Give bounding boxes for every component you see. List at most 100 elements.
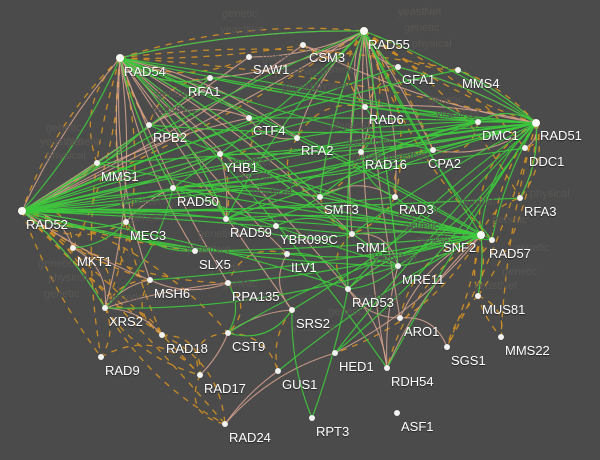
graph-node-aro1[interactable] — [397, 315, 403, 321]
graph-node-rad57[interactable] — [489, 237, 495, 243]
graph-node-rad59[interactable] — [223, 216, 229, 222]
edge-green — [119, 57, 434, 151]
graph-node-rpt3[interactable] — [309, 415, 315, 421]
graph-node-cst9[interactable] — [225, 330, 231, 336]
graph-node-cpa2[interactable] — [430, 147, 436, 153]
graph-node-rfa1[interactable] — [207, 75, 213, 81]
graph-node-snf2[interactable] — [477, 231, 485, 239]
edge-orange-dashed — [363, 30, 537, 124]
edge-orange-dashed — [477, 234, 485, 297]
graph-node-msh6[interactable] — [147, 277, 153, 283]
edge-salmon — [319, 185, 396, 198]
edge-orange-dashed — [519, 122, 540, 199]
graph-node-rad55[interactable] — [360, 27, 368, 35]
edge-green — [96, 162, 482, 236]
edge-orange-dashed — [363, 30, 493, 241]
edge-salmon — [148, 108, 250, 126]
graph-node-dmc1[interactable] — [475, 119, 481, 125]
edge-green — [319, 121, 479, 198]
edge-salmon — [334, 234, 482, 354]
graph-node-slx5[interactable] — [192, 248, 198, 254]
graph-node-mus81[interactable] — [475, 293, 481, 299]
edge-salmon — [104, 282, 229, 309]
graph-node-mre11[interactable] — [395, 263, 401, 269]
graph-node-ddc1[interactable] — [522, 145, 528, 151]
graph-node-saw1[interactable] — [246, 54, 252, 60]
edge-green — [334, 122, 537, 354]
edge-orange-dashed — [477, 234, 493, 255]
edge-orange-dashed — [21, 57, 121, 212]
graph-node-csm3[interactable] — [300, 42, 306, 48]
graph-node-rfa2[interactable] — [294, 135, 300, 141]
graph-node-rad9[interactable] — [98, 354, 104, 360]
graph-node-rad51[interactable] — [532, 119, 540, 127]
edge-green — [172, 187, 399, 267]
edge-salmon — [347, 288, 388, 369]
edge-green — [519, 122, 538, 199]
edge-green — [360, 122, 537, 153]
edge-green — [119, 57, 388, 369]
graph-node-asf1[interactable] — [394, 410, 400, 416]
graph-node-rad24[interactable] — [222, 421, 228, 427]
graph-node-rad16[interactable] — [358, 149, 364, 155]
graph-node-smt3[interactable] — [317, 194, 323, 200]
graph-node-rad3[interactable] — [392, 194, 398, 200]
graph-node-mms22[interactable] — [498, 334, 504, 340]
edge-orange-dashed — [227, 282, 242, 334]
edge-green — [148, 124, 482, 236]
edge-orange-dashed — [227, 332, 279, 372]
graph-node-sgs1[interactable] — [444, 344, 450, 350]
edge-orange-dashed — [351, 196, 396, 235]
edge-green — [291, 309, 313, 419]
graph-node-rad54[interactable] — [116, 54, 124, 62]
edge-orange-dashed — [21, 210, 226, 425]
graph-node-rad52[interactable] — [18, 207, 26, 215]
graph-node-mec3[interactable] — [123, 219, 129, 225]
edge-orange-dashed — [196, 332, 229, 376]
graph-node-ybr099c[interactable] — [273, 223, 279, 229]
graph-node-rad53[interactable] — [345, 286, 351, 292]
edge-green — [119, 57, 321, 198]
graph-node-mms4[interactable] — [455, 67, 461, 73]
graph-node-rpa135[interactable] — [225, 280, 231, 286]
graph-node-rad17[interactable] — [197, 372, 203, 378]
edge-green — [21, 137, 298, 212]
edge-salmon — [224, 370, 279, 425]
edge-green — [319, 122, 537, 198]
graph-node-rpb2[interactable] — [146, 122, 152, 128]
graph-node-srs2[interactable] — [289, 307, 295, 313]
graph-node-ilv1[interactable] — [284, 251, 290, 257]
graph-node-rim1[interactable] — [349, 231, 355, 237]
edge-green — [21, 210, 288, 255]
graph-node-mkt1[interactable] — [70, 245, 76, 251]
edge-green — [172, 187, 227, 220]
edge-orange-dashed — [319, 196, 353, 235]
graph-node-xrs2[interactable] — [102, 305, 108, 311]
edge-salmon — [72, 247, 107, 309]
edge-green — [149, 234, 482, 281]
edge-orange-dashed — [363, 30, 521, 199]
edge-green — [491, 122, 537, 241]
edge-salmon — [278, 253, 293, 311]
graph-node-gus1[interactable] — [275, 368, 281, 374]
edge-green — [21, 153, 221, 212]
edge-green — [21, 210, 349, 290]
graph-node-rad18[interactable] — [159, 332, 165, 338]
graph-node-yhb1[interactable] — [217, 151, 223, 157]
graph-node-hed1[interactable] — [332, 350, 338, 356]
graph-node-gfa1[interactable] — [395, 64, 401, 70]
graph-node-rdh54[interactable] — [384, 365, 390, 371]
edge-green — [277, 234, 482, 372]
edge-green — [225, 218, 353, 239]
graph-node-rfa3[interactable] — [517, 195, 523, 201]
edge-green — [72, 221, 127, 249]
graph-node-ctf4[interactable] — [246, 115, 252, 121]
edge-orange-dashed — [119, 48, 459, 71]
edge-green — [119, 57, 537, 124]
edge-green — [360, 151, 396, 198]
graph-node-rad6[interactable] — [362, 104, 368, 110]
edge-salmon — [347, 288, 401, 319]
graph-node-rad50[interactable] — [170, 185, 176, 191]
graph-node-mms1[interactable] — [94, 160, 100, 166]
